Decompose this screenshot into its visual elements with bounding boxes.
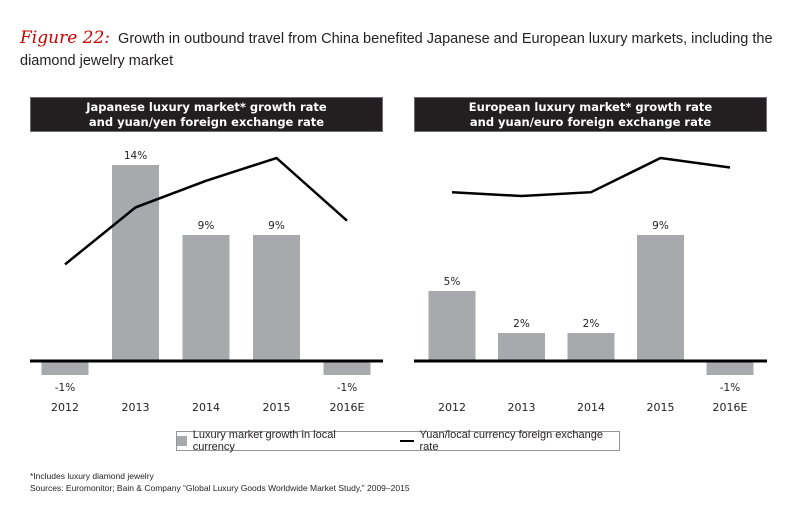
right-fx-rate-line — [451, 156, 731, 198]
left-bar-label-2013: 14% — [124, 150, 147, 162]
legend-item-bar: Luxury market growth in local currency — [177, 429, 376, 453]
right-bar-label-2014: 2% — [583, 318, 600, 330]
legend-bar-label: Luxury market growth in local currency — [192, 429, 336, 453]
right-x-tick-2015: 2015 — [647, 401, 675, 414]
left-chart: -1% 2012 14% 2013 9% 2014 9% 2015 -1% 2016E — [30, 150, 383, 414]
left-bar-2012 — [41, 361, 89, 375]
left-x-tick-2015: 2015 — [263, 401, 291, 414]
left-panel-title-line-2: and yuan/yen foreign exchange rate — [88, 114, 325, 129]
legend-line-swatch-icon — [399, 440, 414, 442]
right-bar-label-2016e: -1% — [720, 382, 740, 394]
right-x-tick-2014: 2014 — [577, 401, 605, 414]
left-bar-2016e — [323, 361, 371, 375]
right-bar-2014 — [567, 333, 615, 361]
footnote-sources: Sources: Euromonitor; Bain & Company “Gl… — [30, 483, 410, 493]
right-panel-title-line-2: and yuan/euro foreign exchange rate — [469, 114, 712, 129]
right-bar-label-2013: 2% — [513, 318, 530, 330]
figure-title-text: Growth in outbound travel from China ben… — [20, 31, 773, 69]
left-bar-label-2016e: -1% — [337, 382, 357, 394]
left-panel-title-line-1: Japanese luxury market* growth rate — [86, 99, 327, 114]
left-bar-2013 — [112, 165, 159, 361]
figure-label: Figure 22: — [20, 28, 111, 48]
left-bar-label-2014: 9% — [198, 220, 215, 232]
right-x-tick-2016e: 2016E — [713, 401, 748, 414]
left-x-tick-2012: 2012 — [51, 401, 79, 414]
legend-bar-swatch-icon — [177, 436, 187, 446]
left-bar-label-2015: 9% — [268, 220, 285, 232]
right-bar-2012 — [428, 291, 476, 361]
right-panel-title-line-1: European luxury market* growth rate — [468, 99, 713, 114]
right-bar-2016e — [706, 361, 754, 375]
right-chart: 5% 2012 2% 2013 2% 2014 9% 2015 -1% 2016E — [414, 156, 767, 414]
right-panel-header: European luxury market* growth rate and … — [414, 97, 767, 132]
figure-title: Figure 22: Growth in outbound travel fro… — [20, 27, 790, 72]
left-bar-2015 — [253, 235, 300, 361]
left-bar-label-2012: -1% — [55, 382, 75, 394]
legend: Luxury market growth in local currency Y… — [176, 429, 620, 453]
right-bar-2013 — [498, 333, 545, 361]
left-x-tick-2013: 2013 — [122, 401, 150, 414]
legend-item-line: Yuan/local currency foreign exchange rat… — [382, 429, 619, 453]
footnote-asterisk: *Includes luxury diamond jewelry — [30, 471, 154, 481]
left-fx-rate-line — [64, 156, 348, 266]
right-bar-2015 — [637, 235, 684, 361]
left-bar-2014 — [182, 235, 230, 361]
left-x-tick-2014: 2014 — [192, 401, 220, 414]
right-bar-label-2015: 9% — [652, 220, 669, 232]
footnotes: *Includes luxury diamond jewelry Sources… — [30, 470, 410, 494]
right-x-tick-2012: 2012 — [438, 401, 466, 414]
legend-line-label: Yuan/local currency foreign exchange rat… — [419, 429, 603, 453]
right-bar-label-2012: 5% — [444, 276, 461, 288]
right-x-tick-2013: 2013 — [508, 401, 536, 414]
left-panel-header: Japanese luxury market* growth rate and … — [30, 97, 383, 132]
left-x-tick-2016e: 2016E — [330, 401, 365, 414]
